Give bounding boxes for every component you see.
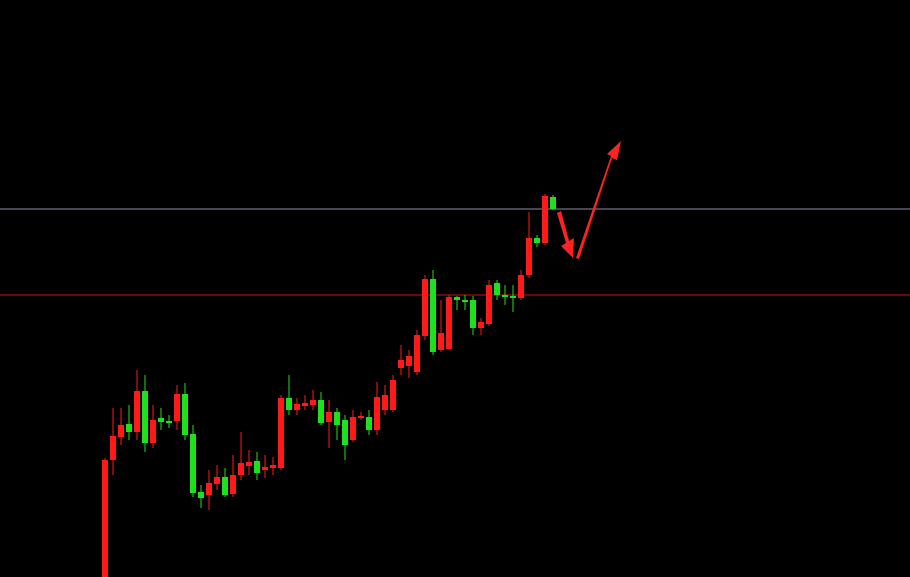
candle-body <box>334 412 340 425</box>
candle-body <box>342 420 348 445</box>
candle-body <box>318 400 324 423</box>
candle-body <box>422 279 428 336</box>
candle-body <box>526 238 532 275</box>
candle-body <box>278 398 284 468</box>
candle-body <box>222 477 228 495</box>
candle-body <box>126 424 132 432</box>
candle-body <box>190 434 196 493</box>
candle-body <box>238 463 244 475</box>
candle-body <box>142 391 148 443</box>
level-lines <box>0 208 910 296</box>
candle-body <box>550 197 556 209</box>
candle-body <box>350 417 356 440</box>
candle-body <box>158 418 164 422</box>
candle-body <box>134 391 140 432</box>
candle-body <box>406 356 412 366</box>
candle-body <box>462 300 468 302</box>
annotation-arrows <box>557 141 621 259</box>
candle-body <box>446 297 452 349</box>
candle-body <box>310 400 316 405</box>
candle-body <box>182 394 188 435</box>
down-arrow <box>557 211 574 258</box>
candle-body <box>454 297 460 300</box>
candle-body <box>470 300 476 328</box>
candle-body <box>542 196 548 243</box>
candle-body <box>118 425 124 437</box>
candle-body <box>206 483 212 495</box>
candle-body <box>302 403 308 406</box>
candle-body <box>486 285 492 324</box>
candle-body <box>366 417 372 430</box>
candle-body <box>438 333 444 350</box>
candle-body <box>502 295 508 297</box>
candle-body <box>198 492 204 498</box>
candle-body <box>102 460 108 577</box>
candle-body <box>110 436 116 460</box>
candle-body <box>358 416 364 418</box>
candle-body <box>262 467 268 470</box>
candle-body <box>294 404 300 410</box>
candle-body <box>390 380 396 410</box>
candle-body <box>270 465 276 468</box>
candle-body <box>150 420 156 443</box>
candle-body <box>326 412 332 422</box>
candle-body <box>286 398 292 410</box>
candle-body <box>246 462 252 466</box>
candle-body <box>414 335 420 372</box>
candle-body <box>382 395 388 410</box>
candle-body <box>478 322 484 328</box>
candle-body <box>398 360 404 368</box>
up-arrow <box>576 141 621 259</box>
candle-body <box>534 238 540 243</box>
candle-body <box>166 421 172 423</box>
candle-body <box>174 394 180 421</box>
candle-body <box>430 279 436 352</box>
candle-body <box>374 397 380 430</box>
candle-body <box>214 477 220 484</box>
candle-body <box>518 275 524 298</box>
candle-body <box>254 461 260 473</box>
candle-body <box>510 296 516 298</box>
candle-body <box>230 475 236 494</box>
candle-body <box>494 283 500 295</box>
candles <box>102 194 556 577</box>
